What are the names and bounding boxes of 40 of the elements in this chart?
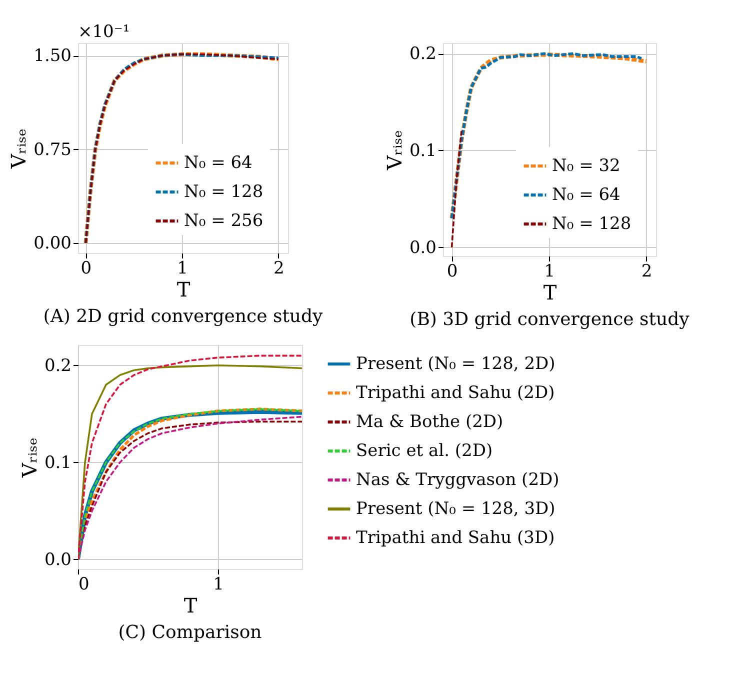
text: (C) Comparison	[118, 622, 262, 643]
x-tick-label: 0	[80, 258, 92, 278]
legend-label: Nas & Tryggvason (2D)	[356, 470, 560, 490]
x-axis-title: T	[543, 280, 558, 304]
x-axis-title: T	[184, 594, 198, 618]
text: (A) 2D grid convergence study	[43, 306, 324, 327]
y-tick-label: 0.1	[44, 452, 72, 473]
legend-label: N₀ = 64	[552, 185, 620, 205]
legend-label: Present (N₀ = 128, 3D)	[356, 499, 556, 519]
legend-label: Seric et al. (2D)	[356, 441, 493, 461]
y-axis-title: Vᵣᵢₛₑ	[6, 128, 31, 170]
x-tick-label: 2	[641, 262, 652, 282]
legend-label: Tripathi and Sahu (3D)	[356, 528, 555, 548]
text: (B) 3D grid convergence study	[410, 309, 690, 330]
legend-label: N₀ = 128	[552, 214, 632, 234]
x-tick-label: 1	[177, 258, 188, 278]
legend-label: Ma & Bothe (2D)	[356, 412, 504, 432]
legend-label: Tripathi and Sahu (2D)	[356, 383, 555, 403]
legend-label: N₀ = 256	[184, 211, 264, 231]
y-axis-title: Vᵣᵢₛₑ	[17, 438, 42, 478]
y-tick-label: 1.50	[34, 46, 72, 66]
y-tick-label: 0.0	[409, 238, 436, 258]
y-tick-label: 0.00	[34, 234, 72, 254]
x-tick-label: 0	[78, 574, 90, 594]
text: ×10⁻¹	[78, 22, 130, 42]
legend-label: N₀ = 32	[552, 156, 620, 176]
x-tick-label: 1	[213, 574, 224, 594]
y-tick-label: 0.0	[44, 550, 72, 570]
y-axis-title: Vᵣᵢₛₑ	[382, 130, 406, 171]
x-tick-label: 1	[544, 262, 555, 282]
legend-label: Present (N₀ = 128, 2D)	[356, 354, 556, 374]
y-tick-label: 0.1	[409, 140, 436, 161]
x-axis-title: T	[176, 278, 191, 302]
x-tick-label: 2	[273, 258, 284, 278]
legend-label: N₀ = 64	[184, 153, 252, 173]
y-tick-label: 0.2	[44, 356, 72, 376]
y-tick-label: 0.75	[34, 140, 72, 160]
y-tick-label: 0.2	[409, 44, 436, 64]
x-tick-label: 0	[446, 262, 458, 282]
legend-label: N₀ = 128	[184, 182, 264, 202]
